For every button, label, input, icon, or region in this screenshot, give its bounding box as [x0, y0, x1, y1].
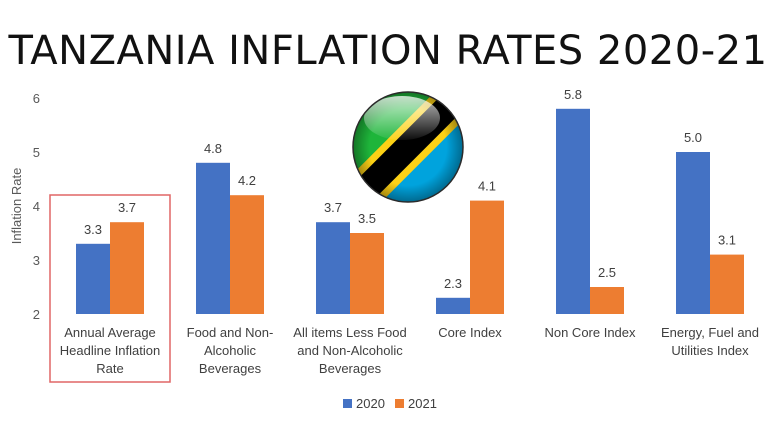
data-label: 5.0 — [684, 130, 702, 145]
y-axis: 2 3 4 5 6 — [33, 91, 40, 322]
bar-2021-3 — [470, 200, 504, 314]
y-tick-label: 6 — [33, 91, 40, 106]
category-label: Energy, Fuel and Utilities Index — [661, 325, 759, 358]
category-label: Non Core Index — [544, 325, 636, 340]
highlight-box — [49, 194, 171, 383]
legend-label: 2020 — [356, 396, 385, 411]
tanzania-flag-icon — [352, 91, 464, 203]
category-label: Food and Non-Alcoholic Beverages — [187, 325, 274, 376]
category-label: Annual Average Headline Inflation Rate — [60, 325, 160, 376]
data-label: 3.7 — [324, 200, 342, 215]
data-label: 3.1 — [718, 233, 736, 248]
y-tick-label: 2 — [33, 307, 40, 322]
category-label: Core Index — [438, 325, 502, 340]
bar-2021-0 — [110, 222, 144, 314]
y-tick-label: 4 — [33, 199, 40, 214]
data-label: 3.3 — [84, 222, 102, 237]
bar-2020-5 — [676, 152, 710, 314]
bar-2021-1 — [230, 195, 264, 314]
chart-title: TANZANIA INFLATION RATES 2020-21 — [7, 28, 767, 74]
category-label: All items Less Food and Non-Alcoholic Beve… — [293, 325, 406, 376]
data-label: 3.7 — [118, 200, 136, 215]
bar-2021-5 — [710, 254, 744, 314]
data-label: 2.3 — [444, 276, 462, 291]
bar-2020-3 — [436, 297, 470, 314]
data-label: 3.5 — [358, 211, 376, 226]
bar-series-group — [76, 108, 744, 314]
legend-swatch-2021 — [395, 399, 404, 408]
category-label-group: Annual Average Headline Inflation Rate Food… — [60, 325, 759, 376]
legend-label: 2021 — [408, 396, 437, 411]
legend-swatch-2020 — [343, 399, 352, 408]
bar-2020-4 — [556, 108, 590, 314]
y-axis-label: Inflation Rate — [9, 168, 24, 245]
legend: 2020 2021 — [343, 396, 437, 411]
data-label: 4.8 — [204, 141, 222, 156]
bar-2021-2 — [350, 233, 384, 314]
bar-2020-1 — [196, 162, 230, 314]
data-label: 5.8 — [564, 87, 582, 102]
data-label: 4.1 — [478, 179, 496, 194]
data-label: 4.2 — [238, 173, 256, 188]
value-label-group: 3.3 4.8 3.7 2.3 5.8 5.0 3.7 4.2 3.5 4.1 2.5 3.1 — [84, 87, 736, 291]
bar-2020-0 — [76, 243, 110, 314]
bar-2021-4 — [590, 287, 624, 314]
y-tick-label: 3 — [33, 253, 40, 268]
bar-2020-2 — [316, 222, 350, 314]
data-label: 2.5 — [598, 265, 616, 280]
y-tick-label: 5 — [33, 145, 40, 160]
